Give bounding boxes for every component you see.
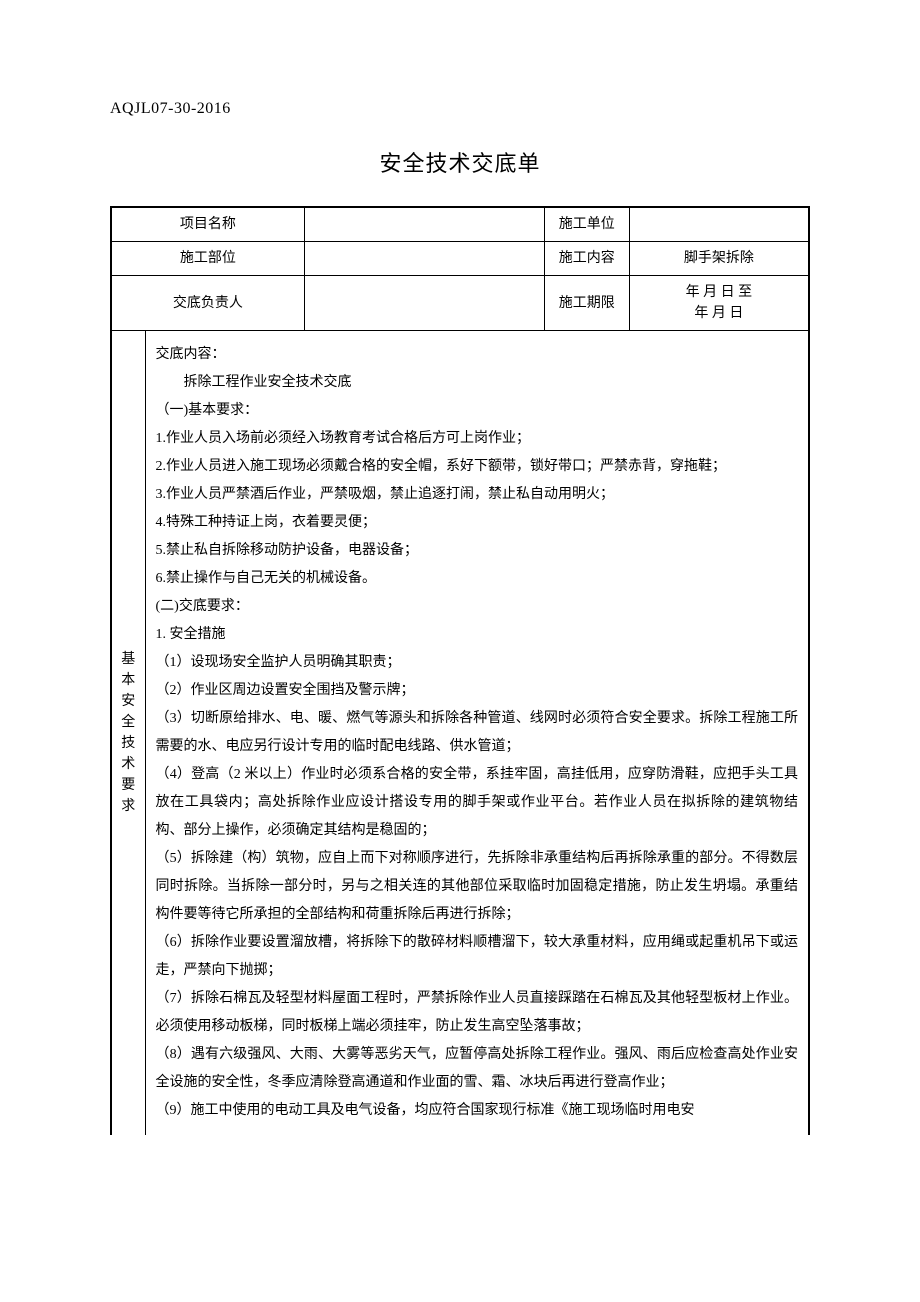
content-line: （3）切断原给排水、电、暖、燃气等源头和拆除各种管道、线网时必须符合安全要求。拆…	[156, 705, 799, 761]
label-project-name: 项目名称	[111, 207, 304, 242]
header-row-3: 交底负责人 施工期限 年 月 日 至 年 月 日	[111, 276, 809, 331]
content-line: 拆除工程作业安全技术交底	[156, 369, 799, 397]
side-label: 基本安全技术要求	[121, 649, 135, 817]
content-line: 交底内容：	[156, 341, 799, 369]
label-construction-period: 施工期限	[544, 276, 629, 331]
content-line: （4）登高（2 米以上）作业时必须系合格的安全带，系挂牢固，高挂低用，应穿防滑鞋…	[156, 761, 799, 845]
label-construction-part: 施工部位	[111, 242, 304, 276]
value-construction-part	[304, 242, 544, 276]
value-disclosure-leader	[304, 276, 544, 331]
value-construction-content: 脚手架拆除	[629, 242, 809, 276]
value-project-name	[304, 207, 544, 242]
content-line: （2）作业区周边设置安全围挡及警示牌；	[156, 677, 799, 705]
content-line: 1.作业人员入场前必须经入场教育考试合格后方可上岗作业；	[156, 425, 799, 453]
value-construction-unit	[629, 207, 809, 242]
content-row: 基本安全技术要求 交底内容：拆除工程作业安全技术交底（一)基本要求：1.作业人员…	[111, 331, 809, 1136]
content-body: 交底内容：拆除工程作业安全技术交底（一)基本要求：1.作业人员入场前必须经入场教…	[156, 341, 799, 1125]
content-cell: 交底内容：拆除工程作业安全技术交底（一)基本要求：1.作业人员入场前必须经入场教…	[145, 331, 809, 1136]
label-construction-unit: 施工单位	[544, 207, 629, 242]
document-title: 安全技术交底单	[110, 146, 810, 178]
document-code: AQJL07-30-2016	[110, 100, 810, 118]
header-row-2: 施工部位 施工内容 脚手架拆除	[111, 242, 809, 276]
content-line: 2.作业人员进入施工现场必须戴合格的安全帽，系好下额带，锁好带口；严禁赤背，穿拖…	[156, 453, 799, 481]
content-line: （8）遇有六级强风、大雨、大雾等恶劣天气，应暂停高处拆除工程作业。强风、雨后应检…	[156, 1041, 799, 1097]
content-line: （1）设现场安全监护人员明确其职责；	[156, 649, 799, 677]
content-line: 1. 安全措施	[156, 621, 799, 649]
content-line: （一)基本要求：	[156, 397, 799, 425]
value-construction-period: 年 月 日 至 年 月 日	[629, 276, 809, 331]
content-line: 5.禁止私自拆除移动防护设备，电器设备；	[156, 537, 799, 565]
label-construction-content: 施工内容	[544, 242, 629, 276]
content-line: 4.特殊工种持证上岗，衣着要灵便；	[156, 509, 799, 537]
content-line: (二)交底要求：	[156, 593, 799, 621]
content-line: （5）拆除建（构）筑物，应自上而下对称顺序进行，先拆除非承重结构后再拆除承重的部…	[156, 845, 799, 929]
content-line: （7）拆除石棉瓦及轻型材料屋面工程时，严禁拆除作业人员直接踩踏在石棉瓦及其他轻型…	[156, 985, 799, 1041]
content-line: 3.作业人员严禁酒后作业，严禁吸烟，禁止追逐打闹，禁止私自动用明火；	[156, 481, 799, 509]
label-disclosure-leader: 交底负责人	[111, 276, 304, 331]
header-row-1: 项目名称 施工单位	[111, 207, 809, 242]
content-line: （9）施工中使用的电动工具及电气设备，均应符合国家现行标准《施工现场临时用电安	[156, 1097, 799, 1125]
content-line: 6.禁止操作与自己无关的机械设备。	[156, 565, 799, 593]
content-line: （6）拆除作业要设置溜放槽，将拆除下的散碎材料顺槽溜下，较大承重材料，应用绳或起…	[156, 929, 799, 985]
main-table: 项目名称 施工单位 施工部位 施工内容 脚手架拆除 交底负责人 施工期限 年 月…	[110, 206, 810, 1135]
side-label-cell: 基本安全技术要求	[111, 331, 145, 1136]
